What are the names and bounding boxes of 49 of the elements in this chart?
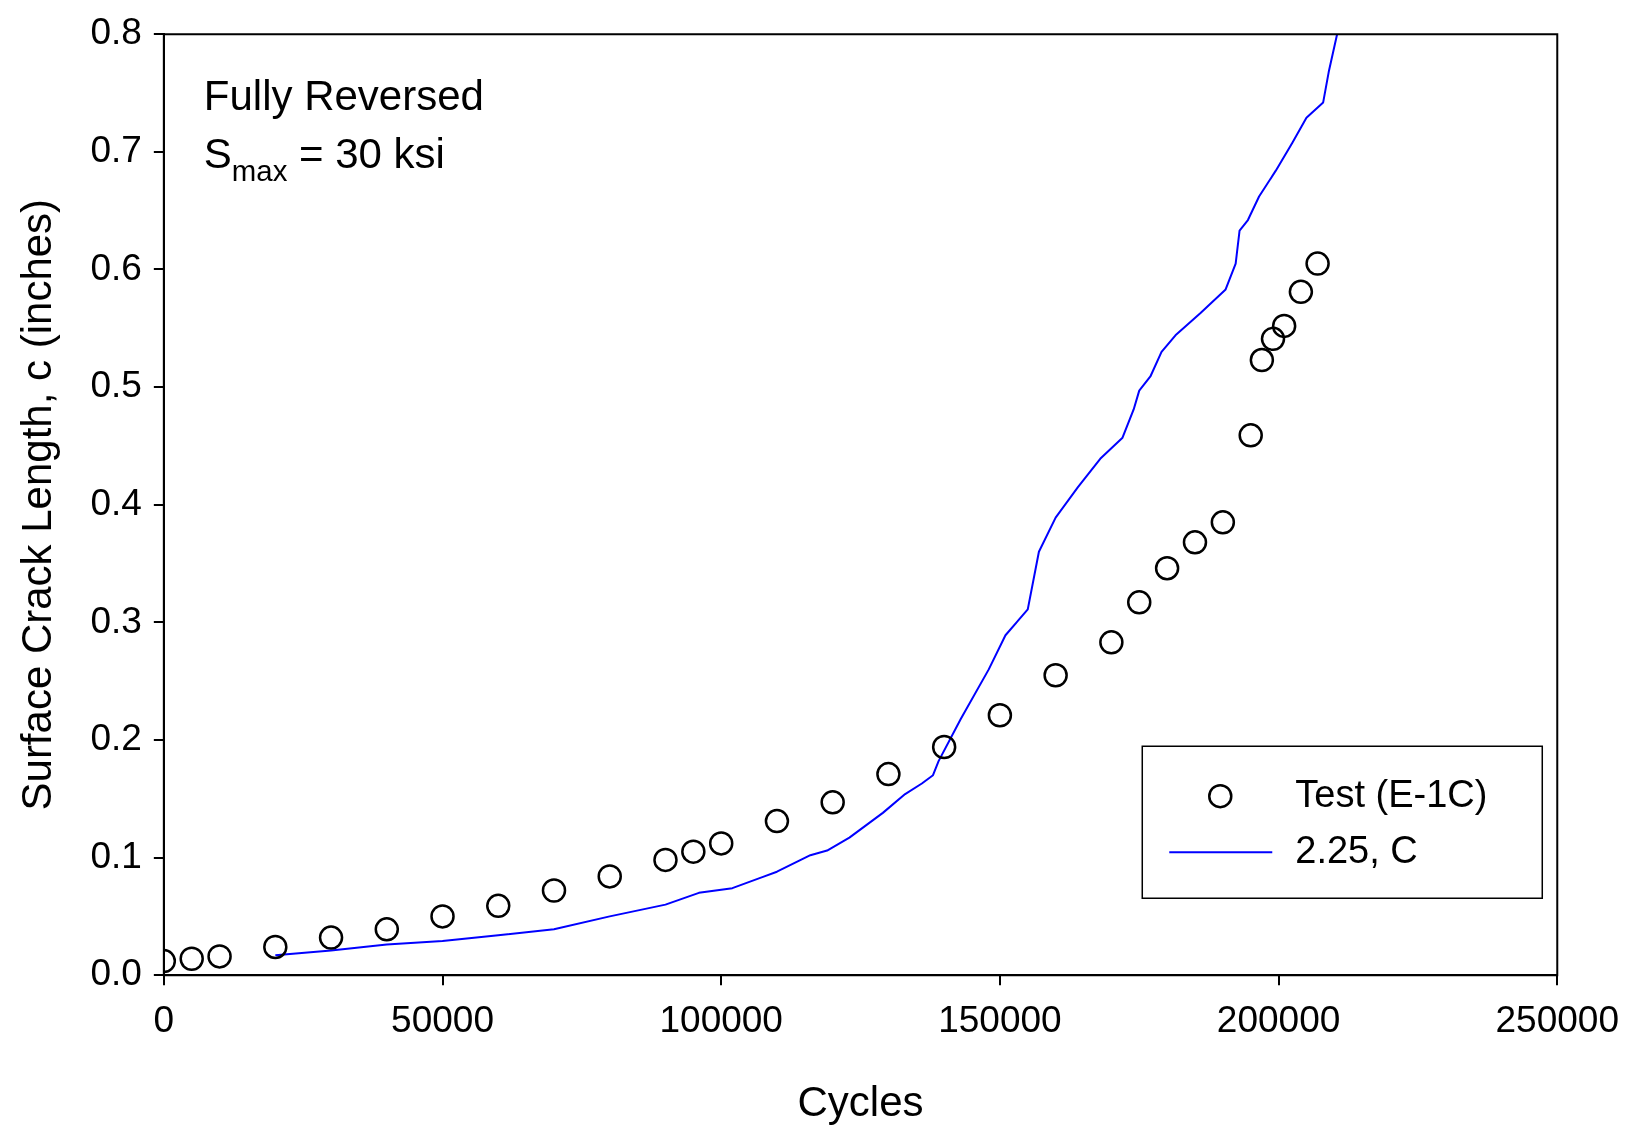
y-tick-label: 0.6 <box>90 246 142 288</box>
point <box>681 839 706 864</box>
x-tick-label: 50000 <box>391 998 494 1040</box>
x-tick-label: 250000 <box>1495 998 1619 1040</box>
point <box>179 946 204 971</box>
y-axis-title: Surface Crack Length, c (inches) <box>12 198 60 811</box>
y-tick-label: 0.1 <box>90 834 142 876</box>
point <box>653 847 678 873</box>
point <box>1238 423 1263 448</box>
point <box>597 864 622 889</box>
annotation: Fully Reversed <box>203 72 484 120</box>
point <box>1271 313 1297 339</box>
point <box>708 831 734 856</box>
point <box>876 761 901 787</box>
legend-label: Test (E-1C) <box>1295 772 1488 815</box>
y-tick-label: 0.2 <box>90 717 142 759</box>
x-tick-label: 150000 <box>938 998 1062 1040</box>
point <box>1182 530 1208 555</box>
point <box>1210 510 1236 535</box>
point <box>1126 590 1152 615</box>
point <box>931 734 957 760</box>
point <box>820 790 845 815</box>
point <box>1249 347 1275 373</box>
point <box>207 944 232 969</box>
point <box>1260 326 1286 352</box>
point <box>374 917 400 942</box>
y-tick-label: 0.5 <box>90 364 142 406</box>
y-tick-label: 0.8 <box>90 11 142 53</box>
y-tick-label: 0.4 <box>90 481 142 523</box>
point <box>1099 630 1124 655</box>
x-tick-label: 100000 <box>659 998 783 1040</box>
legend-label: 2.25, C <box>1295 828 1418 871</box>
point <box>764 808 790 834</box>
point <box>1154 555 1180 581</box>
point <box>430 904 455 929</box>
point <box>263 934 288 960</box>
point <box>1043 663 1068 688</box>
y-tick-label: 0.7 <box>90 129 142 171</box>
y-tick-label: 0.3 <box>90 599 142 641</box>
x-tick-label: 200000 <box>1216 998 1341 1040</box>
point <box>486 893 511 919</box>
x-axis-title: Cycles <box>797 1078 924 1126</box>
point <box>1305 251 1330 276</box>
y-tick-label: 0.0 <box>90 952 142 994</box>
point <box>987 703 1013 728</box>
point <box>1288 279 1314 305</box>
point <box>318 925 344 950</box>
x-tick-label: 0 <box>153 998 175 1040</box>
point <box>541 878 567 903</box>
